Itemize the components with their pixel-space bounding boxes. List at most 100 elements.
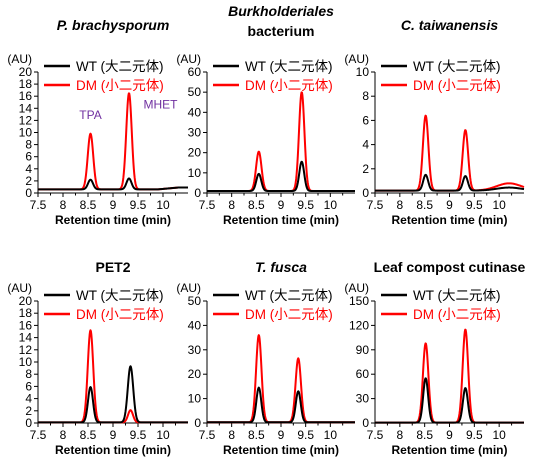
x-tick-label: 8.5 xyxy=(80,198,97,212)
y-tick-label: 8 xyxy=(25,367,32,381)
y-axis-unit-label: (AU) xyxy=(344,281,369,295)
x-axis-label: Retention time (min) xyxy=(223,213,339,227)
peak-annotation-mhet: MHET xyxy=(144,97,179,111)
series-line-dm xyxy=(374,328,525,424)
x-tick-label: 10 xyxy=(156,198,170,212)
legend-label-dm: DM (小二元体) xyxy=(76,78,164,93)
x-tick-label: 8 xyxy=(60,198,67,212)
y-tick-label: 4 xyxy=(25,392,32,406)
y-tick-label: 2 xyxy=(25,174,32,188)
chart-title: C. taiwanensis xyxy=(401,17,498,33)
x-tick-label: 9 xyxy=(278,428,285,442)
x-axis-label: Retention time (min) xyxy=(392,213,508,227)
chart-title: Burkholderiales xyxy=(228,3,334,19)
chart-title-line2: bacterium xyxy=(248,23,315,39)
legend-label-dm: DM (小二元体) xyxy=(76,307,164,322)
x-tick-label: 8 xyxy=(228,428,235,442)
x-axis-label: Retention time (min) xyxy=(223,443,339,457)
x-tick-label: 8 xyxy=(396,428,403,442)
y-tick-label: 150 xyxy=(349,294,369,308)
series-line-wt xyxy=(37,365,189,424)
x-tick-label: 8 xyxy=(228,198,235,212)
x-tick-label: 10 xyxy=(324,198,338,212)
y-tick-label: 120 xyxy=(349,318,369,332)
x-axis-label: Retention time (min) xyxy=(55,213,171,227)
y-tick-label: 4 xyxy=(362,138,369,152)
y-tick-label: 10 xyxy=(19,355,33,369)
x-tick-label: 7.5 xyxy=(199,198,216,212)
y-axis-unit-label: (AU) xyxy=(344,52,369,66)
chart-panel-6: Leaf compost cutinase (AU) 0 30 60 90 120 150 7.… xyxy=(344,259,525,457)
chart-title: T. fusca xyxy=(255,259,307,275)
y-tick-label: 20 xyxy=(19,294,33,308)
x-tick-label: 9.5 xyxy=(466,428,483,442)
x-tick-label: 9 xyxy=(446,428,453,442)
y-tick-label: 20 xyxy=(19,65,33,79)
legend-label-dm: DM (小二元体) xyxy=(245,78,333,93)
x-tick-label: 8.5 xyxy=(248,198,265,212)
series-line-wt xyxy=(374,377,525,424)
x-tick-label: 7.5 xyxy=(30,428,47,442)
y-tick-label: 50 xyxy=(188,294,202,308)
x-tick-label: 7.5 xyxy=(367,428,384,442)
y-tick-label: 50 xyxy=(188,85,202,99)
x-tick-label: 7.5 xyxy=(199,428,216,442)
chart-title: Leaf compost cutinase xyxy=(374,259,526,275)
x-tick-label: 8 xyxy=(60,428,67,442)
y-axis-unit-label: (AU) xyxy=(7,281,32,295)
x-tick-label: 10 xyxy=(492,428,506,442)
y-axis-unit-label: (AU) xyxy=(7,52,32,66)
y-tick-label: 30 xyxy=(188,343,202,357)
y-tick-label: 20 xyxy=(188,367,202,381)
x-tick-label: 9.5 xyxy=(297,198,314,212)
y-axis-unit-label: (AU) xyxy=(176,281,201,295)
y-tick-label: 0 xyxy=(362,416,369,430)
y-tick-label: 16 xyxy=(19,318,33,332)
y-tick-label: 40 xyxy=(188,318,202,332)
x-tick-label: 8.5 xyxy=(248,428,265,442)
legend-label-wt: WT (大二元体) xyxy=(76,288,164,303)
chart-title: P. brachysporum xyxy=(57,17,170,33)
series-line-dm xyxy=(374,114,525,192)
series-line-dm xyxy=(206,91,356,192)
y-tick-label: 60 xyxy=(356,367,370,381)
x-axis-label: Retention time (min) xyxy=(55,443,171,457)
y-tick-label: 60 xyxy=(188,65,202,79)
x-tick-label: 9.5 xyxy=(466,198,483,212)
legend-label-wt: WT (大二元体) xyxy=(413,288,501,303)
legend-label-wt: WT (大二元体) xyxy=(245,288,333,303)
series-line-dm xyxy=(206,334,356,424)
y-tick-label: 20 xyxy=(188,146,202,160)
y-tick-label: 2 xyxy=(362,162,369,176)
y-tick-label: 10 xyxy=(188,392,202,406)
x-tick-label: 9 xyxy=(278,198,285,212)
y-tick-label: 12 xyxy=(19,343,33,357)
y-tick-label: 14 xyxy=(19,101,33,115)
x-tick-label: 9.5 xyxy=(297,428,314,442)
x-tick-label: 7.5 xyxy=(367,198,384,212)
legend-label-wt: WT (大二元体) xyxy=(245,59,333,74)
y-tick-label: 0 xyxy=(25,186,32,200)
legend-label-dm: DM (小二元体) xyxy=(413,307,501,322)
x-tick-label: 7.5 xyxy=(30,198,47,212)
x-tick-label: 9 xyxy=(110,198,117,212)
y-tick-label: 90 xyxy=(356,343,370,357)
peak-annotation-tpa: TPA xyxy=(79,108,101,122)
y-tick-label: 40 xyxy=(188,105,202,119)
x-tick-label: 10 xyxy=(492,198,506,212)
x-tick-label: 10 xyxy=(324,428,338,442)
legend-label-dm: DM (小二元体) xyxy=(245,307,333,322)
y-tick-label: 18 xyxy=(19,77,33,91)
y-tick-label: 14 xyxy=(19,331,33,345)
chart-title: PET2 xyxy=(95,259,130,275)
x-tick-label: 9.5 xyxy=(130,198,147,212)
y-tick-label: 10 xyxy=(356,65,370,79)
x-tick-label: 8.5 xyxy=(416,198,433,212)
y-tick-label: 6 xyxy=(25,150,32,164)
x-tick-label: 9 xyxy=(446,198,453,212)
